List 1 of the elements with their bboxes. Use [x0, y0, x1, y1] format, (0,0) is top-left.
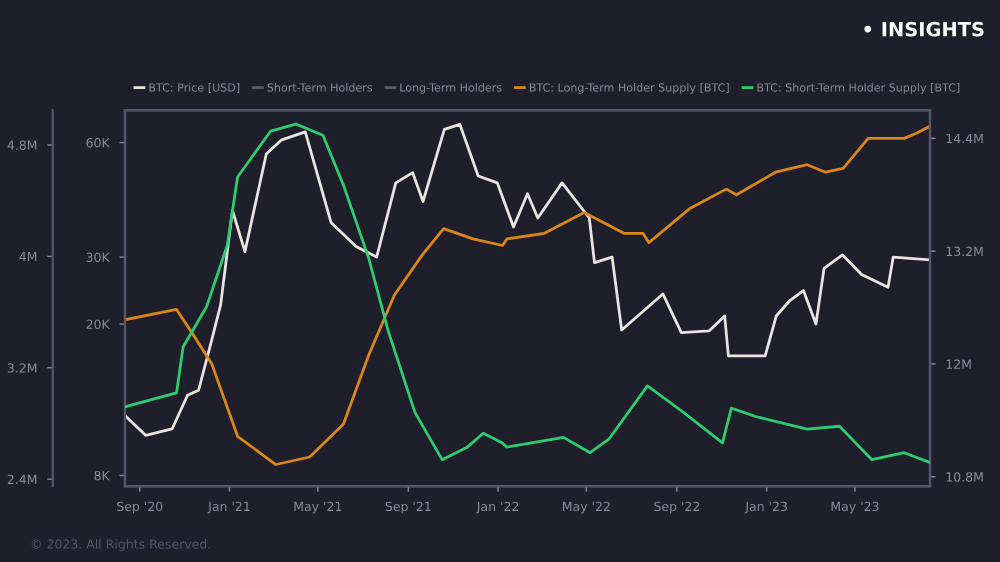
text: • INSIGHTS: [864, 21, 984, 37]
